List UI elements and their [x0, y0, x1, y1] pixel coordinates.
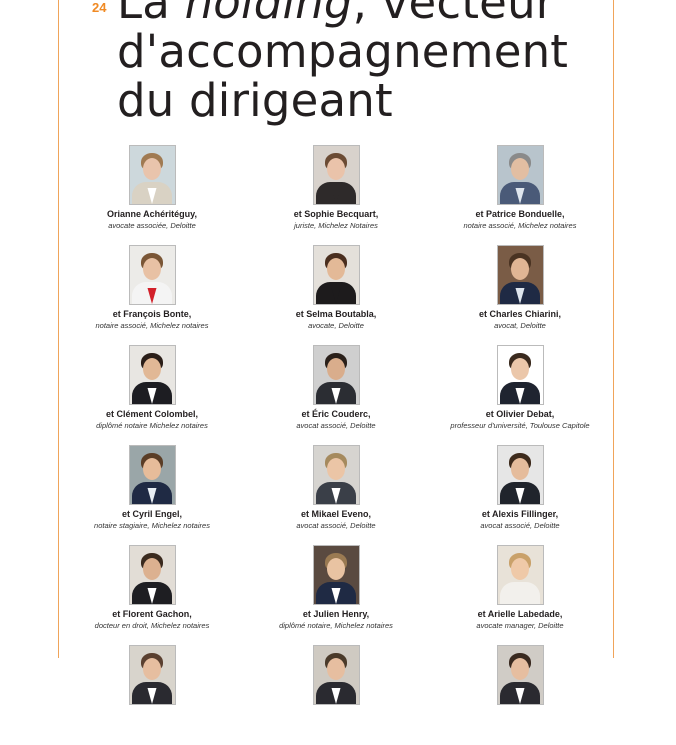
- author-name: Orianne Achéritéguy,: [106, 209, 198, 219]
- author-card: [60, 645, 244, 745]
- title-line3: du dirigeant: [117, 74, 393, 127]
- author-card: et Patrice Bonduelle, notaire associé, Mi…: [428, 145, 612, 245]
- author-role: notaire stagiaire, Michelez notaires: [94, 521, 210, 530]
- author-card: et Julien Henry, diplômé notaire, Michele…: [244, 545, 428, 645]
- author-role: avocat associé, Deloitte: [296, 421, 376, 430]
- author-card: et Cyril Engel, notaire stagiaire, Michel…: [60, 445, 244, 545]
- author-photo: [128, 645, 176, 705]
- page-frame-right: [613, 0, 614, 658]
- author-card: et François Bonte, notaire associé, Miche…: [60, 245, 244, 345]
- author-card: et Sophie Becquart, juriste, Michelez Not…: [244, 145, 428, 245]
- author-name: et Selma Boutabla,: [295, 309, 377, 319]
- author-role: diplômé notaire, Michelez notaires: [279, 621, 393, 630]
- author-photo: [128, 545, 176, 605]
- author-card: et Éric Couderc, avocat associé, Deloitte: [244, 345, 428, 445]
- author-role: diplômé notaire Michelez notaires: [96, 421, 208, 430]
- page-frame-left: [58, 0, 59, 658]
- author-name: et Alexis Fillinger,: [481, 509, 559, 519]
- author-photo: [312, 145, 360, 205]
- page-title: La holding, vecteur d'accompagnement du …: [117, 0, 568, 125]
- author-card: et Charles Chiarini, avocat, Deloitte: [428, 245, 612, 345]
- author-photo: [496, 245, 544, 305]
- author-name: et Julien Henry,: [302, 609, 370, 619]
- author-name: et Éric Couderc,: [301, 409, 371, 419]
- author-name: et François Bonte,: [112, 309, 192, 319]
- author-role: juriste, Michelez Notaires: [294, 221, 378, 230]
- author-photo: [312, 345, 360, 405]
- author-name: et Charles Chiarini,: [478, 309, 562, 319]
- title-line2: d'accompagnement: [117, 25, 569, 78]
- author-photo: [312, 445, 360, 505]
- author-photo: [312, 245, 360, 305]
- author-card: et Selma Boutabla, avocate, Deloitte: [244, 245, 428, 345]
- author-name: et Cyril Engel,: [121, 509, 183, 519]
- author-name: et Olivier Debat,: [485, 409, 555, 419]
- author-card: et Florent Gachon, docteur en droit, Mich…: [60, 545, 244, 645]
- author-card: et Olivier Debat, professeur d'université…: [428, 345, 612, 445]
- author-name: et Arielle Labedade,: [477, 609, 563, 619]
- author-name: et Mikael Eveno,: [300, 509, 372, 519]
- author-role: avocate, Deloitte: [308, 321, 364, 330]
- author-card: et Alexis Fillinger, avocat associé, Delo…: [428, 445, 612, 545]
- author-card: [244, 645, 428, 745]
- author-photo: [312, 645, 360, 705]
- author-name: et Florent Gachon,: [112, 609, 192, 619]
- author-photo: [496, 345, 544, 405]
- author-role: avocat associé, Deloitte: [296, 521, 376, 530]
- author-role: notaire associé, Michelez notaires: [95, 321, 209, 330]
- author-photo: [128, 345, 176, 405]
- author-photo: [496, 645, 544, 705]
- author-card: et Clément Colombel, diplômé notaire Mich…: [60, 345, 244, 445]
- author-photo: [128, 445, 176, 505]
- author-card: et Mikael Eveno, avocat associé, Deloitte: [244, 445, 428, 545]
- page-number: 24: [92, 0, 107, 15]
- author-name: et Sophie Becquart,: [293, 209, 379, 219]
- author-card: [428, 645, 612, 745]
- author-role: avocate associée, Deloitte: [108, 221, 196, 230]
- author-role: avocat associé, Deloitte: [480, 521, 560, 530]
- author-photo: [128, 145, 176, 205]
- author-role: docteur en droit, Michelez notaires: [94, 621, 210, 630]
- title-line1: La holding, vecteur: [117, 0, 555, 29]
- author-photo: [496, 445, 544, 505]
- author-role: avocat, Deloitte: [494, 321, 546, 330]
- author-name: et Clément Colombel,: [105, 409, 198, 419]
- author-name: et Patrice Bonduelle,: [475, 209, 565, 219]
- title-italic-word: holding: [184, 0, 353, 29]
- author-photo: [312, 545, 360, 605]
- author-role: avocate manager, Deloitte: [476, 621, 564, 630]
- author-photo: [128, 245, 176, 305]
- author-grid: Orianne Achéritéguy, avocate associée, De…: [60, 145, 613, 745]
- author-role: professeur d'université, Toulouse Capito…: [450, 421, 590, 430]
- author-photo: [496, 145, 544, 205]
- author-role: notaire associé, Michelez notaires: [463, 221, 577, 230]
- author-card: et Arielle Labedade, avocate manager, Del…: [428, 545, 612, 645]
- author-card: Orianne Achéritéguy, avocate associée, De…: [60, 145, 244, 245]
- author-photo: [496, 545, 544, 605]
